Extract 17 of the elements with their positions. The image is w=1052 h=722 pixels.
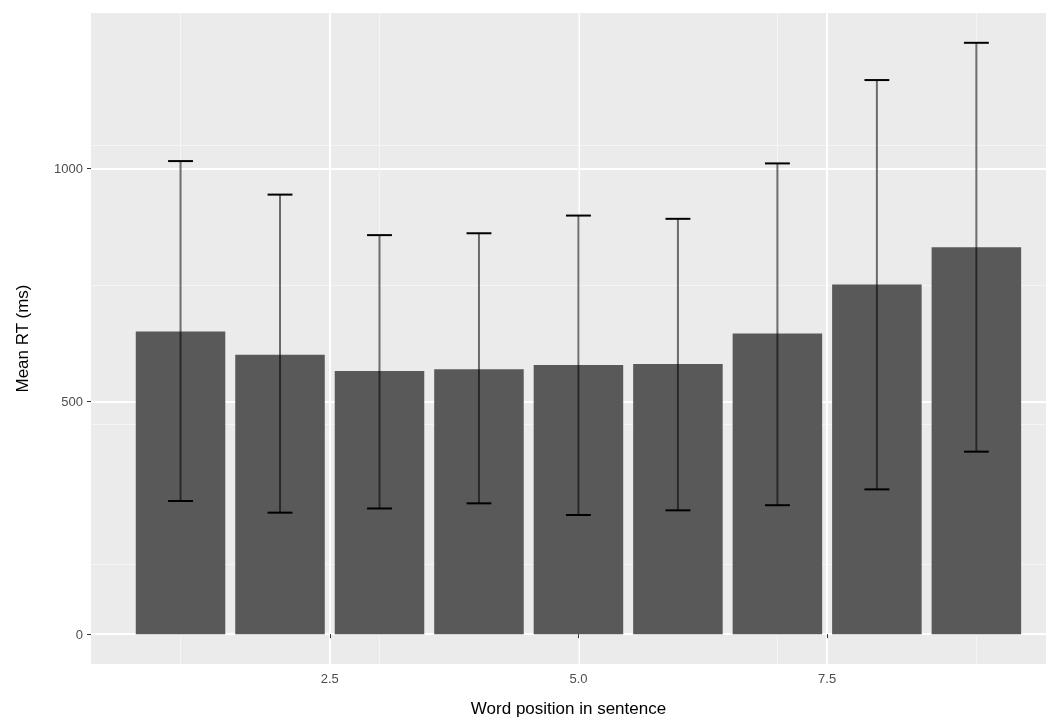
y-axis-title: Mean RT (ms) xyxy=(13,284,32,393)
bar xyxy=(832,284,922,635)
bar xyxy=(235,354,325,635)
bar xyxy=(931,247,1022,635)
x-axis-title: Word position in sentence xyxy=(470,699,667,718)
x-tick-label: 5.0 xyxy=(569,671,588,686)
bar xyxy=(135,331,226,635)
x-tick-label: 7.5 xyxy=(818,671,837,686)
y-tick-label: 1000 xyxy=(54,161,83,177)
y-tick-label: 500 xyxy=(61,393,83,409)
x-tick-label: 2.5 xyxy=(320,671,339,686)
bar xyxy=(633,364,723,635)
bar xyxy=(334,371,425,635)
bar xyxy=(732,333,823,635)
y-tick-label: 0 xyxy=(75,626,83,642)
bar xyxy=(533,365,624,635)
bar xyxy=(434,369,524,635)
